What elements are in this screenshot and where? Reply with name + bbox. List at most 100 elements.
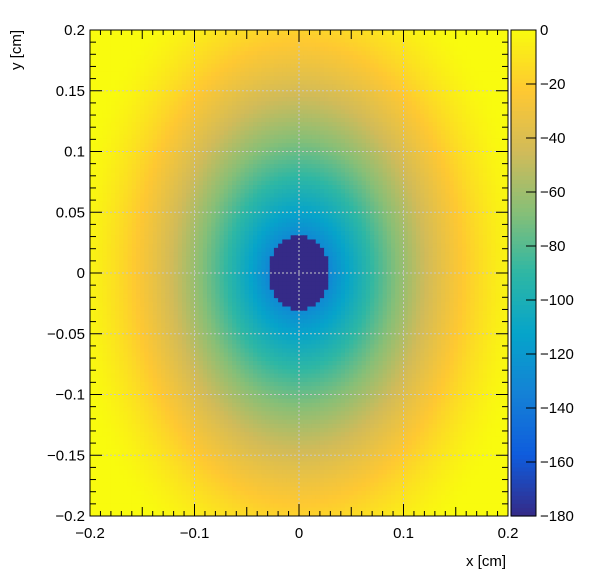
heatmap-cell xyxy=(190,172,196,178)
heatmap-cell xyxy=(432,105,438,111)
heatmap-cell xyxy=(332,151,338,157)
heatmap-cell xyxy=(223,205,229,211)
heatmap-cell xyxy=(478,117,484,123)
heatmap-cell xyxy=(491,71,497,77)
heatmap-cell xyxy=(441,159,446,165)
heatmap-cell xyxy=(144,38,150,44)
heatmap-cell xyxy=(466,168,471,174)
heatmap-cell xyxy=(449,38,455,44)
heatmap-cell xyxy=(253,185,258,190)
heatmap-cell xyxy=(110,76,116,81)
heatmap-cell xyxy=(378,172,384,178)
heatmap-cell xyxy=(123,138,129,144)
heatmap-cell xyxy=(140,97,145,102)
heatmap-cell xyxy=(232,138,237,144)
heatmap-cell xyxy=(478,205,484,211)
heatmap-cell xyxy=(340,193,346,199)
heatmap-cell xyxy=(353,63,359,69)
heatmap-cell xyxy=(253,231,258,236)
heatmap-cell xyxy=(328,176,334,182)
heatmap-cell xyxy=(273,63,279,69)
heatmap-cell xyxy=(202,193,208,199)
heatmap-cell xyxy=(244,226,250,232)
heatmap-cell xyxy=(432,130,438,136)
heatmap-cell xyxy=(248,109,254,115)
heatmap-cell xyxy=(420,218,425,224)
heatmap-cell xyxy=(115,214,120,220)
heatmap-cell xyxy=(156,126,162,132)
heatmap-cell xyxy=(474,88,480,94)
heatmap-cell xyxy=(462,197,467,203)
heatmap-cell xyxy=(223,172,229,178)
heatmap-cell xyxy=(390,151,396,157)
heatmap-cell xyxy=(403,143,409,148)
heatmap-cell xyxy=(424,151,430,157)
heatmap-cell xyxy=(424,189,430,194)
heatmap-cell xyxy=(428,172,434,178)
heatmap-cell xyxy=(432,168,438,174)
heatmap-cell xyxy=(349,122,354,127)
heatmap-cell xyxy=(315,197,321,203)
heatmap-cell xyxy=(303,159,308,165)
heatmap-cell xyxy=(186,218,191,224)
heatmap-cell xyxy=(286,138,292,144)
heatmap-cell xyxy=(123,46,129,52)
heatmap-cell xyxy=(286,226,292,232)
heatmap-cell xyxy=(407,172,413,178)
heatmap-cell xyxy=(466,147,471,153)
heatmap-cell xyxy=(261,113,267,119)
heatmap-cell xyxy=(307,143,313,148)
heatmap-cell xyxy=(411,176,417,182)
heatmap-cell xyxy=(386,210,392,215)
heatmap-cell xyxy=(278,138,283,144)
heatmap-cell xyxy=(466,101,471,107)
heatmap-cell xyxy=(482,218,488,224)
heatmap-cell xyxy=(286,105,292,111)
heatmap-cell xyxy=(165,113,171,119)
heatmap-cell xyxy=(328,164,334,169)
heatmap-cell xyxy=(181,50,187,56)
heatmap-cell xyxy=(227,113,233,119)
heatmap-cell xyxy=(227,117,233,123)
heatmap-cell xyxy=(315,185,321,190)
heatmap-cell xyxy=(445,97,451,102)
heatmap-cell xyxy=(482,88,488,94)
heatmap-cell xyxy=(462,63,467,69)
heatmap-cell xyxy=(173,46,179,52)
heatmap-cell xyxy=(361,105,367,111)
heatmap-cell xyxy=(386,168,392,174)
heatmap-cell xyxy=(261,126,267,132)
heatmap-cell xyxy=(503,168,508,174)
heatmap-cell xyxy=(428,189,434,194)
heatmap-cell xyxy=(152,38,158,44)
heatmap-cell xyxy=(445,226,451,232)
heatmap-cell xyxy=(344,50,350,56)
heatmap-cell xyxy=(227,122,233,127)
heatmap-cell xyxy=(236,126,242,132)
heatmap-cell xyxy=(232,63,237,69)
heatmap-cell xyxy=(395,109,400,115)
heatmap-cell xyxy=(311,113,317,119)
heatmap-cell xyxy=(357,134,363,140)
heatmap-cell xyxy=(294,71,300,77)
heatmap-cell xyxy=(282,134,288,140)
heatmap-cell xyxy=(165,205,171,211)
heatmap-cell xyxy=(202,159,208,165)
heatmap-cell xyxy=(127,63,133,69)
heatmap-cell xyxy=(161,189,166,194)
heatmap-cell xyxy=(370,71,375,77)
heatmap-cell xyxy=(135,101,141,107)
heatmap-cell xyxy=(119,185,125,190)
heatmap-cell xyxy=(487,201,492,207)
heatmap-cell xyxy=(311,67,317,73)
heatmap-cell xyxy=(382,76,388,81)
heatmap-cell xyxy=(462,50,467,56)
heatmap-cell xyxy=(173,84,179,90)
heatmap-cell xyxy=(344,180,350,186)
heatmap-cell xyxy=(457,134,463,140)
heatmap-cell xyxy=(365,197,371,203)
heatmap-cell xyxy=(177,151,183,157)
heatmap-cell xyxy=(207,126,212,132)
heatmap-cell xyxy=(453,117,459,123)
heatmap-cell xyxy=(202,34,208,39)
